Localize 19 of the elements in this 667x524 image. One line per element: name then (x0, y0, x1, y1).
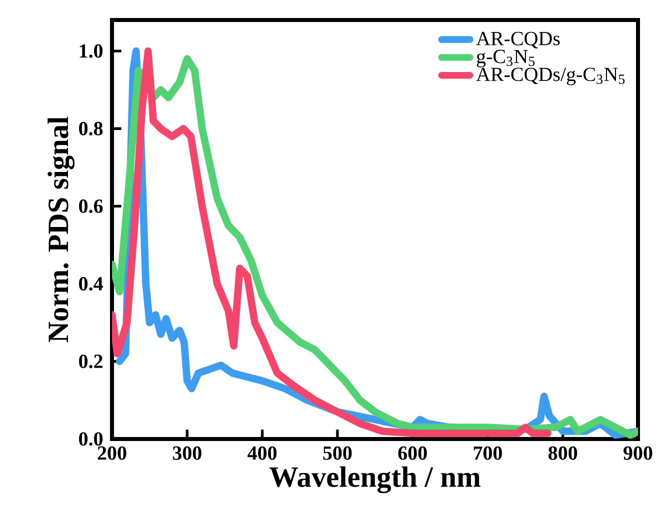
legend-label: g-C$_{3}$N$_{5}$ (476, 50, 535, 68)
x-tick-label: 700 (474, 446, 502, 460)
x-tick-label: 500 (323, 446, 352, 460)
x-tick-label: 800 (548, 446, 578, 460)
x-tick-label: 300 (172, 446, 202, 460)
y-axis-title: Norm. PDS signal (48, 116, 74, 342)
y-tick-label: 0.0 (79, 432, 103, 446)
x-tick-label: 400 (248, 446, 277, 460)
y-tick-label: 0.8 (79, 122, 103, 136)
y-tick-label: 0.2 (79, 354, 102, 368)
y-tick-label: 0.4 (79, 277, 103, 291)
x-tick-label: 600 (398, 446, 427, 460)
y-tick-label: 1.0 (80, 44, 103, 58)
x-tick-label: 900 (624, 446, 652, 460)
legend-label: AR-CQDs/g-C$_{3}$N$_{5}$ (476, 68, 625, 86)
x-axis-title: Wavelength / nm (269, 466, 480, 494)
legend-label: AR-CQDs (476, 32, 560, 48)
x-tick-label: 200 (98, 446, 126, 460)
y-tick-label: 0.6 (79, 199, 103, 214)
